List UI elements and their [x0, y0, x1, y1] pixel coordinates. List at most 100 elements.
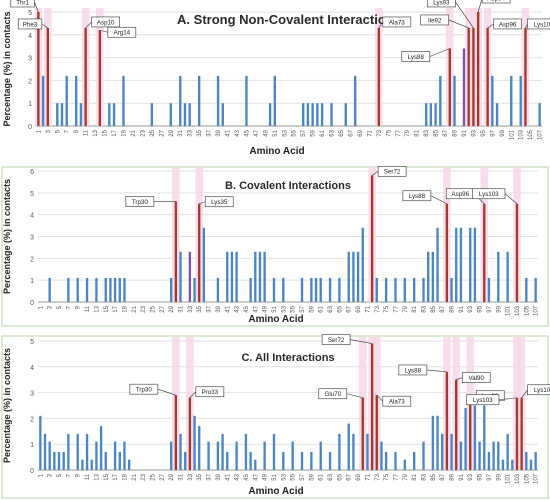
x-tick-label: 95	[481, 129, 487, 136]
bar	[384, 451, 388, 470]
x-tick-label: 47	[253, 473, 259, 480]
annotation-label: Asp96	[451, 191, 469, 198]
bar	[495, 103, 499, 126]
annotation: Asp96	[487, 18, 522, 30]
bar	[300, 277, 304, 302]
y-tick-label: 3	[28, 56, 32, 63]
x-tick-label: 51	[272, 473, 278, 480]
bar	[56, 103, 59, 126]
bar	[235, 441, 238, 470]
annotation-box	[195, 386, 225, 398]
bar	[118, 451, 121, 470]
x-tick-label: 83	[422, 473, 428, 480]
x-tick-label: 81	[412, 305, 418, 312]
annotation-leader	[521, 389, 528, 398]
x-axis-label: Amino Acid	[248, 314, 303, 325]
bar	[65, 75, 68, 126]
bar	[254, 251, 257, 302]
x-tick-label: 21	[132, 473, 138, 480]
bar	[497, 441, 500, 470]
annotation-leader	[199, 201, 206, 205]
x-tick-label: 21	[131, 129, 137, 136]
annotation: Val90	[456, 372, 491, 384]
x-tick-label: 57	[300, 305, 306, 312]
bar	[310, 451, 313, 470]
x-tick-label: 33	[188, 305, 194, 312]
y-axis-label: Percentage (%) in contacts	[2, 179, 12, 294]
annotation-label: Ala73	[389, 398, 405, 405]
bar	[179, 433, 182, 470]
x-tick-label: 71	[365, 473, 371, 480]
bar	[123, 277, 126, 302]
annotation-label: Lys88	[409, 193, 426, 200]
x-tick-label: 87	[440, 305, 446, 312]
x-tick-label: 49	[263, 305, 269, 312]
annotation-label: Lys35	[211, 199, 228, 206]
x-tick-label: 71	[367, 129, 373, 136]
annotation: Trp30	[129, 383, 176, 396]
bar	[483, 203, 486, 302]
bar	[85, 433, 89, 470]
bar	[510, 75, 513, 126]
bar	[529, 459, 533, 470]
annotation-label: Pro33	[202, 389, 219, 396]
bar	[170, 441, 173, 470]
bar	[300, 451, 304, 470]
bar	[462, 48, 466, 127]
annotation-leader	[85, 21, 92, 29]
bar	[352, 251, 355, 302]
bar	[483, 405, 486, 470]
annotation-label: Trp30	[132, 199, 148, 206]
x-tick-label: 103	[519, 129, 525, 140]
bar	[127, 459, 131, 470]
annotation-label: Arg14	[114, 30, 131, 37]
bar	[46, 27, 50, 126]
annotation-leader	[498, 397, 518, 401]
x-tick-label: 101	[509, 129, 515, 140]
annotation: Lys103	[472, 188, 518, 204]
x-tick-label: 5	[55, 129, 61, 133]
x-tick-label: 91	[462, 129, 468, 136]
x-tick-label: 61	[319, 473, 325, 480]
bar	[403, 459, 406, 470]
bar	[302, 103, 305, 126]
bar	[375, 277, 378, 302]
x-tick-label: 97	[487, 473, 493, 480]
bar	[48, 277, 51, 302]
x-tick-label: 3	[46, 129, 52, 133]
x-tick-label: 91	[459, 305, 465, 312]
annotation: Pro33	[189, 386, 225, 398]
y-axis-label: Percentage (%) in contacts	[2, 11, 12, 126]
y-tick-label: 1	[28, 101, 32, 108]
bar	[216, 277, 220, 302]
x-tick-label: 101	[506, 473, 512, 484]
x-tick-label: 39	[216, 129, 222, 136]
bar	[347, 251, 350, 302]
bar	[273, 75, 276, 126]
x-tick-label: 51	[272, 305, 278, 312]
x-tick-label: 47	[254, 129, 260, 136]
bar	[338, 277, 341, 302]
bar	[354, 75, 357, 126]
x-tick-label: 33	[188, 473, 194, 480]
y-tick-label: 0	[30, 300, 34, 307]
x-tick-label: 59	[311, 129, 317, 136]
y-tick-label: 1	[30, 278, 34, 285]
bar	[492, 441, 495, 470]
x-tick-label: 89	[453, 129, 459, 136]
bar	[453, 75, 456, 126]
x-tick-label: 51	[273, 129, 279, 136]
x-tick-label: 49	[263, 473, 269, 480]
bar	[424, 103, 428, 126]
x-tick-label: 107	[534, 473, 540, 484]
bar	[370, 175, 374, 302]
x-tick-label: 7	[65, 129, 71, 133]
bar	[413, 277, 416, 302]
x-tick-label: 73	[375, 305, 381, 312]
x-tick-label: 71	[365, 305, 371, 312]
annotation-leader	[448, 19, 469, 29]
bar	[394, 451, 397, 470]
annotation-box	[318, 388, 348, 400]
x-tick-label: 77	[396, 129, 402, 136]
bar	[245, 75, 248, 126]
